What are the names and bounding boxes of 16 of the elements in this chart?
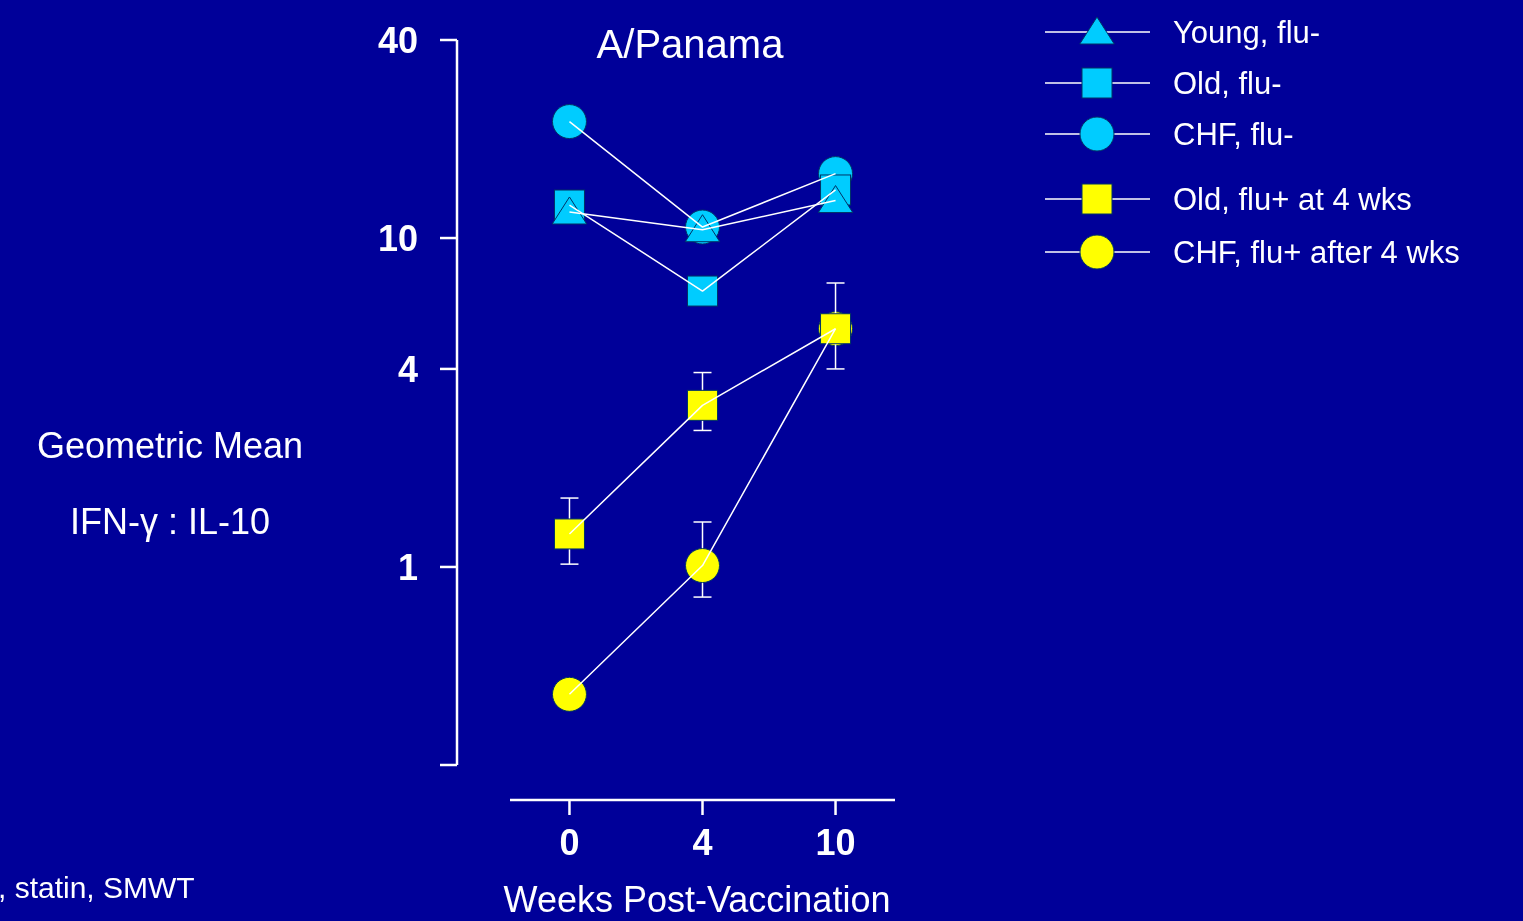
chart-title: A/Panama <box>596 22 785 66</box>
x-tick-label: 0 <box>559 822 580 863</box>
y-tick-label: 40 <box>377 19 418 61</box>
y-tick-label: 10 <box>377 217 418 259</box>
x-tick-label: 4 <box>692 822 713 863</box>
legend-label: Young, flu- <box>1173 14 1321 50</box>
legend-label: CHF, flu- <box>1173 116 1294 152</box>
x-axis-title: Weeks Post-Vaccination <box>503 879 891 920</box>
legend-label: CHF, flu+ after 4 wks <box>1173 234 1460 270</box>
text: , statin, SMWT <box>0 871 195 904</box>
x-tick-label: 10 <box>815 822 856 863</box>
y-tick-label: 4 <box>397 348 418 390</box>
y-tick-label: 1 <box>397 546 418 588</box>
legend-label: Old, flu- <box>1173 65 1282 101</box>
legend-label: Old, flu+ at 4 wks <box>1173 181 1412 217</box>
y-axis-title: Geometric Mean IFN-γ : IL-10 <box>36 425 304 542</box>
